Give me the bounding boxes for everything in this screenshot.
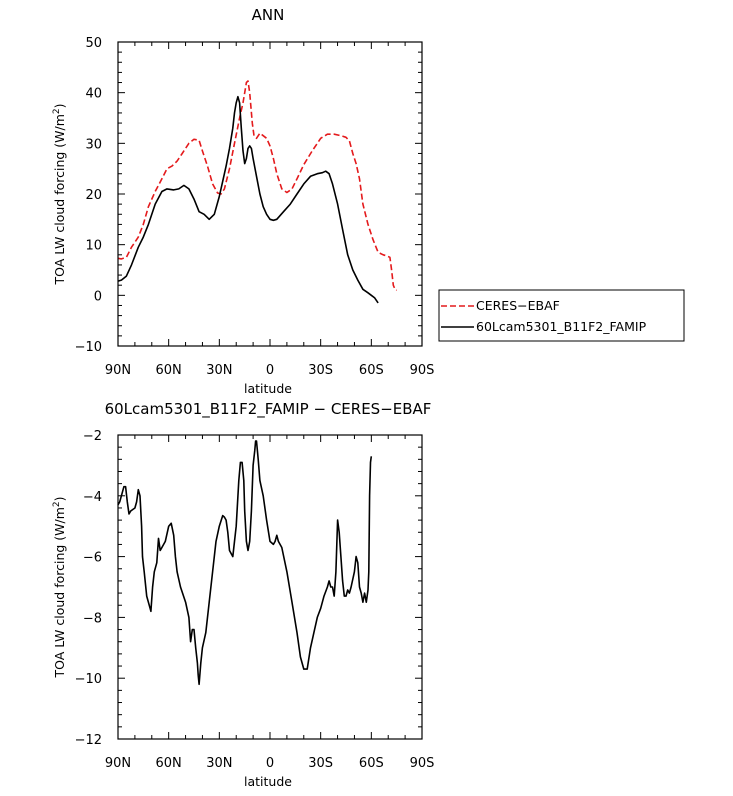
top-y-tick-label: 40 <box>85 87 102 102</box>
bottom-x-tick-label: 30S <box>308 756 333 771</box>
top-y-tick-label: 10 <box>85 239 102 254</box>
bottom-x-tick-label: 0 <box>266 756 274 771</box>
top-y-tick-label: 0 <box>94 289 102 304</box>
top-series <box>117 80 398 304</box>
bottom-series-line-0 <box>117 440 373 686</box>
bottom-y-tick-label: −8 <box>83 611 102 626</box>
top-y-tick-label: −10 <box>75 340 102 355</box>
bottom-y-tick-label: −12 <box>75 733 102 748</box>
top-series-line-60lcam5301-b11f2-famip <box>117 95 379 304</box>
top-x-tick-label: 60S <box>359 363 384 378</box>
bottom-y-tick-label: −6 <box>83 551 102 566</box>
bottom-y-tick-label: −4 <box>83 490 102 505</box>
bottom-x-axis-label: latitude <box>244 774 292 789</box>
top-x-axis-label: latitude <box>244 381 292 396</box>
top-plot-frame <box>117 41 423 347</box>
bottom-x-tick-label: 90S <box>410 756 435 771</box>
legend-label-model: 60Lcam5301_B11F2_FAMIP <box>476 319 647 334</box>
legend-box <box>438 289 685 342</box>
bottom-x-tick-label: 90N <box>105 756 131 771</box>
bottom-y-tick-label: −2 <box>83 429 102 444</box>
top-y-tick-label: 20 <box>85 188 102 203</box>
top-x-tick-label: 60N <box>156 363 182 378</box>
top-y-tick-label: 50 <box>85 36 102 51</box>
bottom-chart-title: 60Lcam5301_B11F2_FAMIP − CERES−EBAF <box>105 400 432 419</box>
bottom-series <box>117 440 373 686</box>
top-chart-title: ANN <box>252 6 285 24</box>
top-x-tick-label: 30N <box>206 363 232 378</box>
bottom-y-tick-label: −10 <box>75 672 102 687</box>
bottom-y-axis-label: TOA LW cloud forcing (W/m2) <box>52 496 67 678</box>
legend: CERES−EBAF 60Lcam5301_B11F2_FAMIP <box>438 289 685 342</box>
top-y-tick-label: 30 <box>85 137 102 152</box>
bottom-plot-frame <box>117 434 423 740</box>
top-x-tick-label: 90S <box>410 363 435 378</box>
top-chart-panel: ANN 90N 60N 30N 0 30S 60S 90S −10 0 10 20 30 40 50 la… <box>52 6 434 396</box>
bottom-x-tick-label: 60N <box>156 756 182 771</box>
bottom-x-tick-label: 30N <box>206 756 232 771</box>
bottom-axis-ticks <box>117 434 423 740</box>
bottom-tick-labels: 90N 60N 30N 0 30S 60S 90S −12 −10 −8 −6 −4 −2 <box>75 429 435 771</box>
top-tick-labels: 90N 60N 30N 0 30S 60S 90S −10 0 10 20 30 40 50 <box>75 36 435 378</box>
top-x-tick-label: 90N <box>105 363 131 378</box>
top-series-line-ceres-ebaf <box>117 80 398 291</box>
bottom-chart-panel: 60Lcam5301_B11F2_FAMIP − CERES−EBAF 90N 6… <box>52 400 434 789</box>
legend-label-ceres-ebaf: CERES−EBAF <box>476 298 560 313</box>
top-y-axis-label: TOA LW cloud forcing (W/m2) <box>52 103 67 285</box>
top-x-tick-label: 0 <box>266 363 274 378</box>
bottom-x-tick-label: 60S <box>359 756 384 771</box>
top-x-tick-label: 30S <box>308 363 333 378</box>
